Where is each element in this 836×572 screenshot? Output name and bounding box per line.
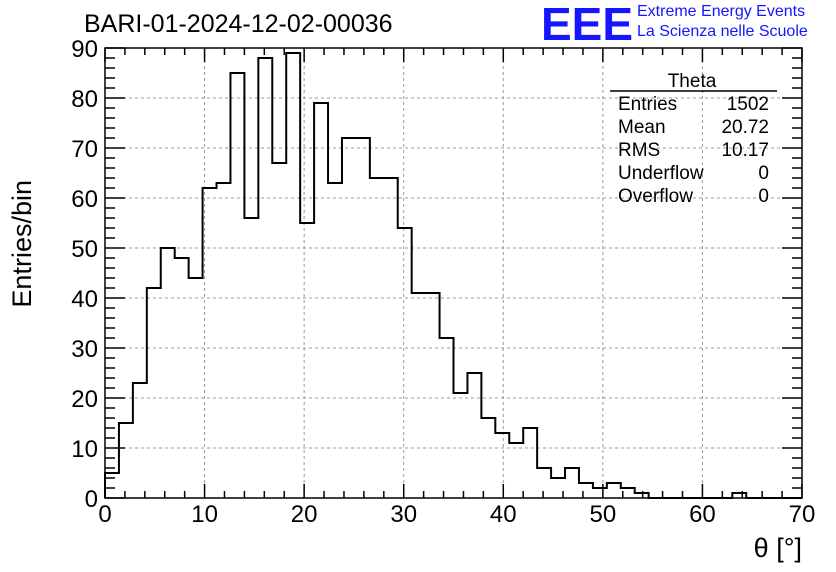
histogram-bin	[286, 53, 300, 498]
histogram-bin	[454, 393, 468, 498]
y-tick-label: 40	[71, 286, 98, 313]
x-tick-label: 20	[291, 501, 318, 528]
stats-value: 0	[758, 163, 769, 184]
histogram-bin	[370, 178, 384, 498]
eee-logo-text: EEE	[541, 2, 633, 42]
histogram-bin	[732, 493, 746, 498]
y-axis-title: Entries/bin	[7, 180, 37, 308]
histogram-bin	[314, 103, 328, 498]
y-tick-label: 80	[71, 86, 98, 113]
x-tick-label: 0	[98, 501, 111, 528]
stats-value: 10.17	[721, 140, 769, 161]
plot-frame	[104, 47, 803, 499]
histogram-bin	[481, 418, 495, 498]
stats-title: Theta	[668, 71, 717, 92]
x-tick-label: 30	[390, 501, 417, 528]
axis-ticks	[104, 47, 803, 499]
y-tick-label: 20	[71, 386, 98, 413]
y-tick-labels: 0 10 20 30 40 50 60 70 80 90	[71, 36, 98, 513]
y-tick-label: 10	[71, 436, 98, 463]
histogram-bin	[523, 428, 537, 498]
histogram-bin	[440, 338, 454, 498]
stats-value: 1502	[727, 94, 769, 115]
histogram-bin	[258, 58, 272, 498]
histogram-bin	[579, 483, 593, 498]
x-tick-label: 10	[191, 501, 218, 528]
histogram-bin	[203, 188, 217, 498]
chart-title: BARI-01-2024-12-02-00036	[84, 10, 393, 38]
y-tick-label: 30	[71, 336, 98, 363]
histogram-bin	[217, 183, 231, 498]
histogram-bin	[133, 383, 147, 498]
x-tick-label: 40	[490, 501, 517, 528]
histogram-bin	[467, 373, 481, 498]
histogram-bin	[328, 183, 342, 498]
histogram-bin	[565, 468, 579, 498]
histogram-bin	[593, 488, 607, 498]
histogram-bin	[356, 138, 370, 498]
histogram-bin	[537, 468, 551, 498]
histogram-bin	[509, 443, 523, 498]
histogram-bin	[175, 258, 189, 498]
stats-label: Entries	[618, 94, 677, 115]
histogram-bin	[300, 223, 314, 498]
histogram-bin	[272, 163, 286, 498]
histogram-bin	[119, 423, 133, 498]
histogram-bin	[244, 218, 258, 498]
logo-tagline-1: Extreme Energy Events	[637, 3, 806, 20]
histogram-bin	[495, 433, 509, 498]
histogram-bin	[621, 488, 635, 498]
histogram-bin	[412, 293, 426, 498]
histogram-bin	[398, 228, 412, 498]
y-tick-label: 0	[85, 486, 98, 513]
x-axis-title: θ [°]	[754, 533, 802, 563]
histogram-bin	[147, 288, 161, 498]
x-tick-label: 50	[590, 501, 617, 528]
y-tick-label: 50	[71, 236, 98, 263]
stats-label: RMS	[618, 140, 660, 161]
eee-logo: EEE	[541, 2, 633, 42]
x-tick-label: 60	[689, 501, 716, 528]
stats-label: Underflow	[618, 163, 704, 184]
y-tick-label: 70	[71, 136, 98, 163]
stats-value: 0	[758, 186, 769, 207]
stats-label: Overflow	[618, 186, 693, 207]
x-tick-labels: 0 10 20 30 40 50 60 70	[98, 501, 815, 528]
y-tick-label: 90	[71, 36, 98, 63]
stats-box: Theta Entries 1502 Mean 20.72 RMS 10.17 Underf…	[610, 71, 777, 207]
histogram-bin	[635, 493, 649, 498]
histogram-bin	[551, 478, 565, 498]
histogram-bin	[189, 278, 203, 498]
histogram-bin	[230, 73, 244, 498]
x-tick-label: 70	[789, 501, 816, 528]
histogram-bin	[384, 178, 398, 498]
stats-label: Mean	[618, 117, 666, 138]
histogram-bin	[607, 483, 621, 498]
histogram-bin	[105, 473, 119, 498]
histogram-series	[104, 52, 802, 499]
histogram-bin	[426, 293, 440, 498]
logo-tagline-2: La Scienza nelle Scuole	[637, 23, 808, 40]
grid-lines	[105, 48, 802, 498]
y-tick-label: 60	[71, 186, 98, 213]
histogram-bin	[342, 138, 356, 498]
histogram-bin	[161, 248, 175, 498]
stats-value: 20.72	[721, 117, 769, 138]
